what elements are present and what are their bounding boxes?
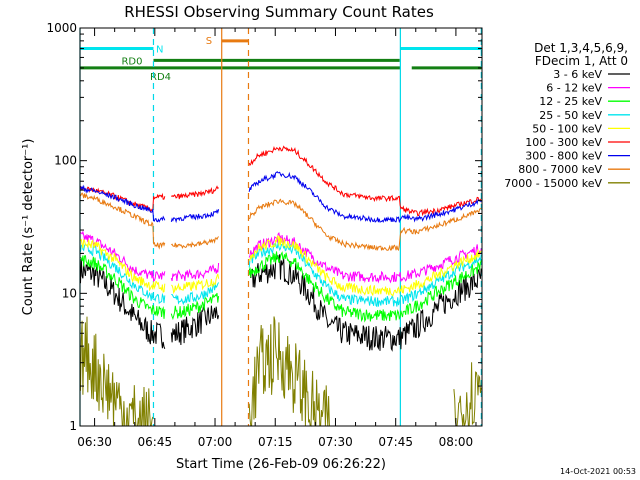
flag-label-s: S: [206, 36, 212, 47]
legend-label-1: 3 - 6 keV: [553, 68, 602, 81]
series-line-1-seg-0: [80, 258, 166, 349]
series-line-3-seg-0: [80, 255, 166, 319]
y-tick-label-1000: 1000: [46, 21, 77, 35]
x-tick-label-0630: 06:30: [77, 435, 112, 449]
legend-header-line-1: Det 1,3,4,5,6,9,: [534, 41, 628, 55]
legend-label-5: 50 - 100 keV: [532, 122, 602, 135]
y-axis-ticks: 1 10 100 1000: [46, 21, 482, 433]
legend-label-9: 7000 - 15000 keV: [504, 177, 602, 190]
chart-title: RHESSI Observing Summary Count Rates: [124, 3, 434, 21]
x-tick-label-0800: 08:00: [439, 435, 474, 449]
legend-label-6: 100 - 300 keV: [525, 136, 602, 149]
legend: Det 1,3,4,5,6,9, FDecim 1, Att 0 3 - 6 k…: [504, 41, 630, 190]
legend-label-4: 25 - 50 keV: [539, 109, 602, 122]
flag-label-rd4: RD4: [150, 72, 171, 83]
x-tick-label-0730: 07:30: [318, 435, 353, 449]
legend-label-7: 300 - 800 keV: [525, 150, 602, 163]
series-line-7-seg-2: [248, 171, 482, 224]
series-line-1-seg-2: [248, 254, 482, 352]
series-line-3-seg-1: [170, 292, 220, 321]
series-line-4-seg-1: [171, 282, 220, 306]
series-line-2-seg-1: [170, 262, 220, 282]
series-line-5-seg-0: [80, 238, 166, 293]
series-layer: [80, 145, 482, 427]
series-line-7-seg-1: [170, 208, 220, 224]
y-axis-label: Count Rate (s⁻¹ detector⁻¹): [21, 139, 36, 316]
series-line-9-seg-2: [453, 362, 482, 427]
x-axis-label: Start Time (26-Feb-09 06:26:22): [176, 457, 386, 472]
series-line-6-seg-2: [248, 145, 482, 217]
flag-label-rd0: RD0: [121, 56, 142, 67]
legend-label-2: 6 - 12 keV: [546, 82, 602, 95]
series-line-1-seg-1: [170, 305, 220, 346]
series-line-5-seg-2: [248, 235, 482, 297]
plot-frame: [79, 27, 483, 427]
x-tick-label-0645: 06:45: [138, 435, 173, 449]
series-line-3-seg-2: [248, 251, 482, 323]
legend-label-3: 12 - 25 keV: [539, 95, 602, 108]
series-line-7-seg-0: [80, 184, 166, 223]
legend-label-8: 800 - 7000 keV: [518, 163, 602, 176]
series-line-9-seg-1: [248, 316, 330, 427]
y-tick-label-100: 100: [54, 154, 77, 168]
x-tick-label-0700: 07:00: [198, 435, 233, 449]
flag-label-n: N: [156, 45, 163, 56]
series-line-8-seg-2: [248, 198, 482, 252]
x-tick-label-0715: 07:15: [258, 435, 293, 449]
x-axis-ticks: 06:30 06:45 07:00 07:15 07:30 07:45 08:00: [77, 28, 477, 449]
flag-bars: N S RD0 RD4: [80, 36, 482, 83]
series-line-5-seg-1: [171, 273, 220, 295]
series-line-8-seg-1: [171, 236, 219, 250]
series-line-6-seg-1: [170, 185, 219, 200]
series-line-9-seg-0: [80, 316, 154, 427]
legend-header-line-2: FDecim 1, Att 0: [535, 54, 628, 68]
y-tick-label-1: 1: [69, 419, 77, 433]
y-tick-label-10: 10: [62, 286, 77, 300]
series-line-4-seg-2: [248, 242, 482, 308]
x-tick-label-0745: 07:45: [378, 435, 413, 449]
series-line-8-seg-0: [80, 192, 166, 250]
footer-timestamp: 14-Oct-2021 00:53: [560, 467, 636, 476]
